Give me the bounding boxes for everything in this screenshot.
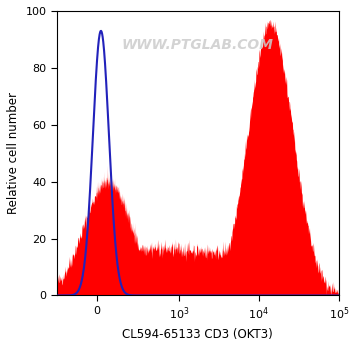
Text: WWW.PTGLAB.COM: WWW.PTGLAB.COM [122,38,274,52]
X-axis label: CL594-65133 CD3 (OKT3): CL594-65133 CD3 (OKT3) [122,328,273,341]
Y-axis label: Relative cell number: Relative cell number [7,92,20,214]
